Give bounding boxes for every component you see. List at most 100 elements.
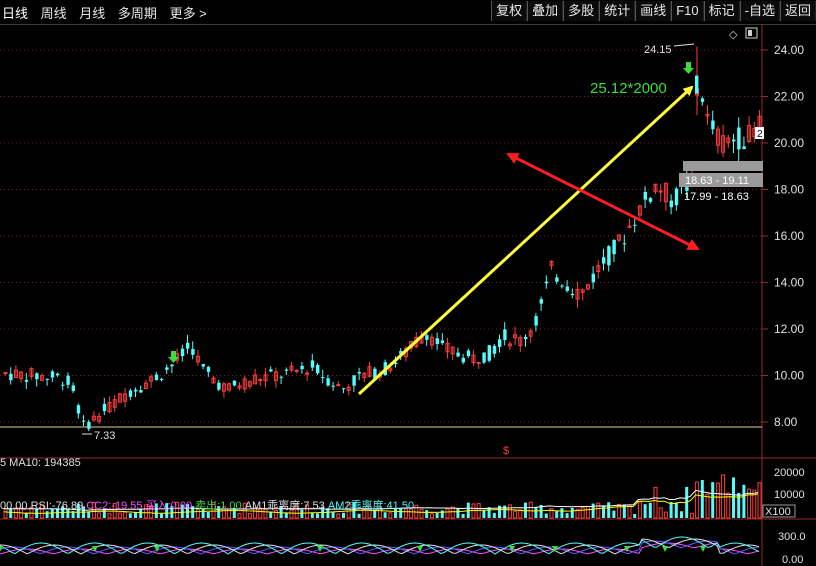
candle-body (726, 137, 731, 144)
rsi-signal-arrow (317, 546, 323, 552)
candle-body (482, 352, 486, 363)
red-double-arrow[interactable] (506, 152, 700, 251)
rsi-signal-arrow (509, 546, 515, 552)
volume-bar (201, 508, 205, 518)
volume-bar (367, 505, 372, 519)
volume-bar (316, 513, 319, 518)
volume-bar (284, 512, 288, 518)
volume-bar (50, 509, 54, 518)
rsi-signal-arrow (624, 546, 630, 552)
candle-body (602, 257, 606, 264)
volume-bar (715, 482, 720, 519)
volume-bar (518, 509, 523, 519)
adjust-button[interactable]: 复权 (491, 1, 528, 21)
candle-body (263, 374, 268, 382)
candle-body (29, 368, 34, 377)
candle-body (107, 402, 112, 413)
volume-bar (388, 512, 393, 519)
candle-body (180, 348, 185, 357)
candle-body (643, 191, 647, 200)
window-toggle-icon-fill (748, 30, 752, 36)
candle-body (273, 371, 278, 382)
candle-body (76, 405, 81, 414)
candle-body (258, 379, 263, 382)
overlay-button[interactable]: 叠加 (527, 1, 564, 21)
candle-body (518, 337, 523, 347)
volume-bar (555, 511, 559, 518)
volume-bar (273, 510, 278, 519)
multi-stock-button[interactable]: 多股 (563, 1, 600, 21)
candle-body (3, 372, 8, 375)
candle-body (321, 377, 325, 379)
candle-body (476, 361, 481, 364)
statistics-button[interactable]: 统计 (599, 1, 636, 21)
volume-bar (305, 504, 310, 519)
diamond-icon[interactable]: ◇ (729, 29, 738, 41)
candle-body (305, 372, 310, 375)
volume-bar (139, 509, 143, 518)
mark-button[interactable]: 标记 (703, 1, 740, 21)
volume-bar (128, 513, 132, 518)
tab-monthly[interactable]: 月线 (79, 6, 106, 21)
draw-line-button[interactable]: 画线 (635, 1, 672, 21)
volume-axis-tick: 10000 (774, 489, 805, 501)
volume-bar (217, 506, 221, 518)
candle-body (513, 334, 518, 339)
volume-bar (352, 502, 356, 518)
volume-bar (591, 503, 595, 518)
remove-watchlist-button[interactable]: -自选 (739, 1, 780, 21)
kline-chart[interactable]: 24.0022.0020.0018.0016.0014.0012.0010.00… (0, 24, 816, 566)
window-toggle-icon[interactable] (745, 27, 758, 39)
volume-bars (3, 474, 762, 519)
candle-body (394, 362, 398, 365)
candle-body (435, 338, 439, 344)
candle-body (440, 340, 445, 344)
volume-bar (565, 513, 569, 518)
candle-body (580, 289, 585, 293)
target-note: 25.12*2000 (590, 80, 667, 97)
candle-body (607, 246, 611, 266)
volume-bar (289, 509, 294, 519)
candle-body (544, 281, 549, 284)
high-price-label: 24.15 (644, 44, 672, 56)
volume-bar (76, 503, 80, 518)
am1-name: AM1乖离度: (244, 500, 304, 512)
am1-value: 7.53 (303, 500, 325, 512)
candle-body (648, 198, 653, 202)
volume-bar (134, 512, 137, 518)
candle-body (425, 335, 429, 340)
candle-body (450, 346, 455, 355)
yellow-trend-arrow[interactable] (357, 85, 694, 396)
cc2-name: CC2: (86, 500, 112, 512)
candle-body (39, 375, 44, 381)
volume-bar (399, 508, 403, 518)
candle-body (503, 329, 507, 340)
chart-toolbar: 日线 周线 月线 多周期 更多 > 复权 叠加 多股 统计 画线 F10 标记 … (0, 0, 816, 25)
low-price-label: 7.33 (94, 430, 115, 442)
candle-body (336, 384, 341, 387)
volume-bar (560, 508, 564, 518)
volume-bar (300, 509, 304, 518)
volume-bar (362, 509, 367, 519)
tab-weekly[interactable]: 周线 (40, 6, 67, 21)
volume-bar (570, 507, 574, 518)
tab-more[interactable]: 更多 > (169, 6, 207, 21)
volume-bar (342, 512, 345, 518)
volume-bar (602, 505, 605, 518)
candle-body (346, 386, 351, 391)
candle-body (471, 354, 476, 364)
tab-daily[interactable]: 日线 (2, 6, 29, 21)
candle-body (221, 383, 226, 392)
back-button[interactable]: 返回 (779, 1, 816, 21)
volume-bar (747, 488, 752, 519)
candle-body (227, 383, 232, 391)
tab-multi-period[interactable]: 多周期 (117, 6, 157, 21)
volume-unit-box[interactable] (762, 504, 796, 518)
rsi-signal-arrow (92, 546, 98, 552)
volume-bar (102, 508, 106, 518)
volume-bar (403, 508, 408, 519)
candle-body (399, 350, 403, 355)
f10-button[interactable]: F10 (671, 1, 704, 21)
range-box-1: 18.63 - 19.11 (679, 161, 763, 187)
volume-bar (711, 482, 715, 518)
